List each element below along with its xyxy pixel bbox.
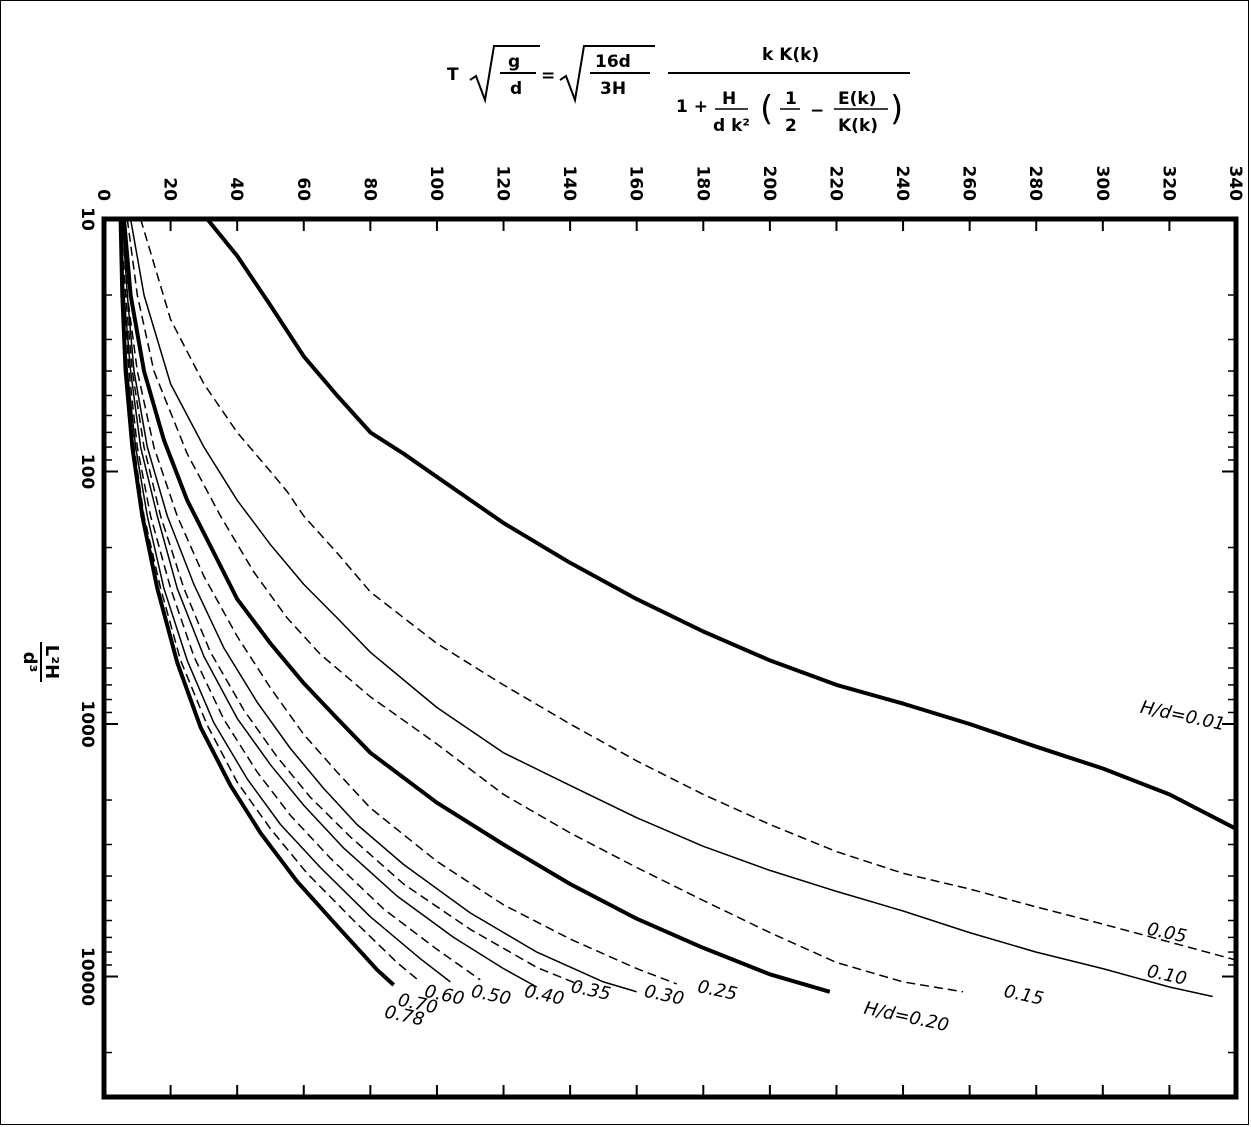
- series-label-6: 0.30: [642, 981, 686, 1010]
- x-tick-label: 20: [160, 177, 180, 201]
- formula-lhs-num: g: [508, 52, 520, 72]
- formula-lhs: T: [447, 65, 459, 85]
- x-tick-label: 140: [559, 166, 579, 202]
- series-label-5: 0.25: [696, 976, 740, 1005]
- x-tick-label: 200: [759, 166, 779, 202]
- plot-frame: [101, 216, 1239, 1100]
- series-label-3: 0.15: [1002, 981, 1046, 1010]
- formula: T g d = 16d 3H k K(k) 1 + H d k² ( 1 2 −…: [447, 45, 910, 136]
- sqrt-sign-left: [469, 45, 540, 104]
- y-label-den: d³: [19, 652, 40, 673]
- x-tick-label: 260: [959, 166, 979, 202]
- formula-rhs-num: 16d: [595, 52, 631, 72]
- y-tick-label: 10000: [77, 947, 97, 1006]
- y-tick-label: 100: [77, 454, 97, 490]
- y-label-num: L²H: [41, 645, 62, 679]
- series-label-8: 0.40: [522, 981, 566, 1010]
- x-tick-label: 180: [692, 166, 712, 202]
- x-tick-label: 120: [493, 166, 513, 202]
- series-line-8: [119, 218, 538, 988]
- series-line-4: [122, 218, 831, 994]
- x-tick-label: 300: [1092, 166, 1112, 202]
- series-line-1: [139, 218, 1237, 961]
- x-tick-label: 160: [626, 166, 646, 202]
- series-label-9: 0.50: [469, 981, 513, 1010]
- x-tick-label: 240: [892, 166, 912, 202]
- formula-eq: =: [541, 66, 555, 86]
- formula-half-den: 2: [785, 116, 797, 136]
- paren-right: ): [890, 89, 903, 129]
- series-label-2: 0.10: [1145, 961, 1189, 990]
- formula-minus: −: [810, 101, 824, 121]
- formula-rhs-den: 3H: [600, 79, 626, 99]
- sqrt-sign-right: [559, 45, 655, 104]
- series-line-5: [123, 218, 677, 985]
- x-tick-label: 340: [1225, 166, 1245, 202]
- y-tick-label: 10: [77, 207, 97, 231]
- series-label-7: 0.35: [569, 976, 613, 1005]
- plot-area: 0 20 40 60 80 100 120 140 160 180 200 220 240 260 280 3…: [77, 166, 1245, 1100]
- x-tick-label: 220: [825, 166, 845, 202]
- series-line-3: [126, 218, 964, 993]
- series-line-6: [121, 218, 637, 993]
- x-tick-label: 320: [1158, 166, 1178, 202]
- x-tick-label: 100: [426, 166, 446, 202]
- x-tick-label: 40: [226, 177, 246, 201]
- series-line-2: [129, 218, 1213, 998]
- paren-left: (: [760, 89, 773, 129]
- x-tick-label: 280: [1025, 166, 1045, 202]
- formula-ek: E(k): [838, 89, 876, 109]
- formula-den-one-plus: 1 +: [676, 97, 708, 117]
- x-tick-label: 80: [359, 177, 379, 201]
- series-line-7: [119, 218, 581, 986]
- formula-half-num: 1: [785, 89, 797, 109]
- x-tick-label: 0: [93, 189, 113, 201]
- series-line-0: [205, 217, 1237, 831]
- y-axis-label: L²H d³: [19, 642, 62, 682]
- formula-lhs-den: d: [510, 79, 522, 99]
- series-line-12: [118, 218, 396, 987]
- formula-kk: K(k): [838, 116, 878, 136]
- formula-den-dk2: d k²: [713, 116, 750, 136]
- y-tick-label: 1000: [77, 700, 97, 747]
- series-label-0: H/d=0.01: [1138, 697, 1227, 735]
- formula-den-h: H: [722, 89, 736, 109]
- x-tick-label: 60: [293, 177, 313, 201]
- series-line-11: [119, 218, 421, 983]
- formula-frac-num: k K(k): [762, 45, 819, 65]
- series-label-4: H/d=0.20: [862, 998, 951, 1036]
- series-line-9: [119, 218, 481, 981]
- series-label-1: 0.05: [1145, 919, 1189, 948]
